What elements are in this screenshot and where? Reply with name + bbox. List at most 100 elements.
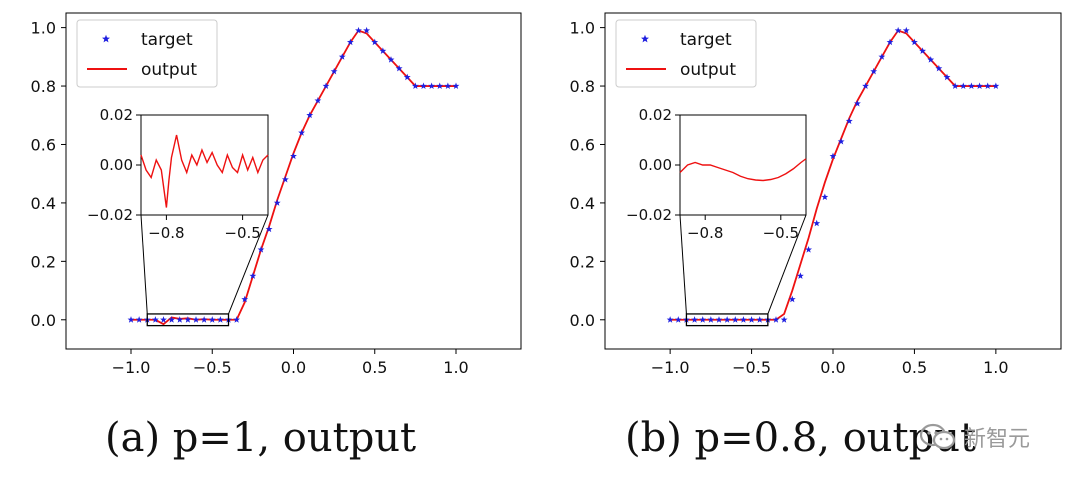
target-point xyxy=(927,56,935,63)
target-point xyxy=(935,64,943,72)
target-point xyxy=(160,316,167,323)
x-tick-label: 0.5 xyxy=(362,358,387,377)
y-tick-label: 0.8 xyxy=(31,77,56,96)
target-point xyxy=(298,129,306,136)
legend-label-output: output xyxy=(141,60,197,80)
x-tick-label: 0.0 xyxy=(281,358,306,377)
y-tick-label: 0.4 xyxy=(570,194,595,213)
target-point xyxy=(281,175,289,183)
target-point xyxy=(200,316,208,323)
inset-frame xyxy=(140,114,269,216)
target-point xyxy=(699,316,707,323)
target-point xyxy=(707,316,715,323)
chart-panel-b: −1.0 −0.5 0.0 0.5 1.00.00.20.40.60.81.0−0.8−… xyxy=(570,12,1062,377)
legend-target-marker xyxy=(102,34,110,43)
zoom-box xyxy=(685,313,769,327)
target-point xyxy=(919,47,926,54)
target-point xyxy=(902,26,910,34)
target-point xyxy=(870,67,878,75)
x-tick-label: −1.0 xyxy=(112,358,151,377)
target-point xyxy=(837,137,845,145)
target-point xyxy=(452,82,460,89)
target-point xyxy=(959,82,967,89)
target-point xyxy=(355,26,362,34)
target-point xyxy=(943,73,951,81)
target-point xyxy=(135,316,143,323)
inset-y-tick-label: −0.02 xyxy=(87,206,133,224)
target-point xyxy=(731,316,739,323)
connector-line xyxy=(767,214,807,315)
target-point xyxy=(363,26,371,34)
target-point xyxy=(403,73,411,81)
legend-label-output: output xyxy=(680,60,736,80)
target-point xyxy=(168,316,176,323)
target-point xyxy=(216,316,224,323)
x-tick-label: 0.0 xyxy=(820,358,845,377)
x-tick-label: −1.0 xyxy=(651,358,690,377)
chart-panel-a: −1.0 −0.5 0.0 0.5 1.00.00.20.40.60.81.0−0.8−… xyxy=(31,12,522,377)
target-point xyxy=(249,272,257,279)
y-tick-label: 0.6 xyxy=(570,135,595,154)
target-point xyxy=(968,82,975,89)
target-point xyxy=(395,64,403,72)
target-point xyxy=(780,316,788,323)
target-point xyxy=(911,38,918,46)
connector-line xyxy=(140,214,148,314)
target-point xyxy=(322,82,330,89)
x-tick-label: −0.5 xyxy=(732,358,771,377)
target-point xyxy=(265,225,273,233)
x-tick-label: 1.0 xyxy=(443,358,468,377)
target-point xyxy=(314,97,322,104)
legend-label-target: target xyxy=(141,30,193,50)
x-tick-label: −0.5 xyxy=(193,358,232,377)
caption-a: (a) p=1, output xyxy=(105,415,417,461)
target-point xyxy=(192,316,200,323)
target-point xyxy=(886,38,894,46)
target-point xyxy=(723,316,731,323)
target-point xyxy=(813,219,821,227)
target-point xyxy=(428,82,436,89)
target-point xyxy=(772,316,780,323)
target-point xyxy=(805,246,812,253)
inset-frame xyxy=(679,114,807,216)
y-tick-label: 0.2 xyxy=(570,252,595,271)
inset-y-tick-label: 0.02 xyxy=(100,106,133,124)
inset-output-line xyxy=(679,158,807,182)
legend-box xyxy=(76,19,218,88)
target-point xyxy=(821,193,829,200)
target-point xyxy=(862,82,869,89)
target-point xyxy=(715,316,723,323)
inset-y-tick-label: 0.02 xyxy=(639,106,672,124)
wechat-icon xyxy=(919,423,956,450)
inset-y-tick-label: 0.00 xyxy=(639,156,672,174)
connector-line xyxy=(679,214,687,314)
output-line xyxy=(670,29,996,321)
target-point xyxy=(788,295,796,303)
target-point xyxy=(290,152,297,160)
target-point xyxy=(829,152,837,160)
target-point xyxy=(257,246,265,253)
target-point xyxy=(330,67,338,75)
legend-box xyxy=(615,19,757,88)
y-tick-label: 0.8 xyxy=(570,77,595,96)
target-point xyxy=(878,53,886,60)
target-point xyxy=(241,295,249,303)
target-point xyxy=(976,82,983,89)
legend-target-marker xyxy=(641,34,649,43)
target-point xyxy=(387,56,395,63)
target-point xyxy=(208,316,216,323)
y-tick-label: 1.0 xyxy=(570,19,595,38)
connector-line xyxy=(228,214,269,315)
target-point xyxy=(420,82,427,89)
x-tick-label: 0.5 xyxy=(902,358,927,377)
x-tick-label: 1.0 xyxy=(983,358,1008,377)
target-point xyxy=(233,316,241,323)
target-point xyxy=(992,82,1000,89)
target-point xyxy=(444,82,452,89)
inset-y-tick-label: −0.02 xyxy=(626,206,672,224)
target-point xyxy=(379,47,387,54)
target-point xyxy=(346,38,354,46)
y-tick-label: 1.0 xyxy=(31,19,56,38)
watermark-text: 新智元 xyxy=(964,427,1031,452)
target-point xyxy=(854,99,861,107)
